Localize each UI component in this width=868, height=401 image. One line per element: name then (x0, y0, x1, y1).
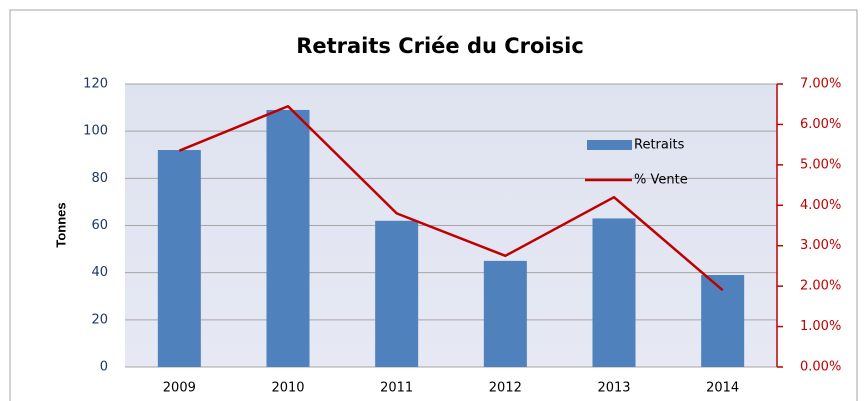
y-tick-label: 80 (91, 171, 108, 186)
chart-title: Retraits Criée du Croisic (296, 34, 584, 58)
y2-tick-label: 0.00% (800, 360, 841, 375)
y-tick-label: 0 (100, 360, 108, 375)
bar (483, 260, 527, 367)
legend-label: Retraits (634, 138, 685, 153)
y2-tick-label: 5.00% (800, 157, 841, 172)
x-tick-label: 2009 (163, 381, 196, 396)
x-tick-label: 2010 (271, 381, 304, 396)
x-tick-label: 2012 (489, 381, 522, 396)
y-tick-label: 40 (91, 265, 108, 280)
legend-swatch (587, 140, 632, 150)
y2-tick-label: 6.00% (800, 117, 841, 132)
y2-tick-label: 1.00% (800, 319, 841, 334)
x-tick-label: 2013 (597, 381, 630, 396)
y-tick-label: 100 (83, 124, 108, 139)
y2-tick-label: 3.00% (800, 238, 841, 253)
x-tick-label: 2014 (706, 381, 739, 396)
bar (592, 218, 636, 367)
bar (157, 150, 201, 367)
legend-label: % Vente (634, 173, 688, 188)
y2-tick-label: 4.00% (800, 198, 841, 213)
y2-tick-label: 7.00% (800, 77, 841, 92)
bar (266, 109, 310, 368)
bar (375, 220, 419, 367)
y-axis-title: Tonnes (53, 202, 68, 247)
y2-tick-label: 2.00% (800, 279, 841, 294)
line (178, 104, 724, 292)
y-tick-label: 60 (91, 218, 108, 233)
x-tick-label: 2011 (380, 381, 413, 396)
y-tick-label: 20 (91, 312, 108, 327)
bar (701, 275, 745, 367)
y-tick-label: 120 (83, 77, 108, 92)
